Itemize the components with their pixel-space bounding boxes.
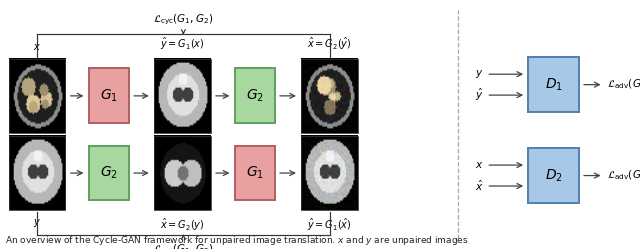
Text: $\hat{x} = G_2(y)$: $\hat{x} = G_2(y)$ [160,217,205,233]
Text: $G_1$: $G_1$ [100,88,118,104]
Text: $\hat{y} = G_1(x)$: $\hat{y} = G_1(x)$ [160,36,205,52]
FancyBboxPatch shape [89,68,129,123]
Bar [301,59,358,133]
FancyBboxPatch shape [528,148,579,203]
FancyBboxPatch shape [235,68,275,123]
Text: $\mathcal{L}_{\mathrm{cyc}}(G_1, G_2)$: $\mathcal{L}_{\mathrm{cyc}}(G_1, G_2)$ [153,12,214,27]
Text: $\hat{x} = G_2(\hat{y})$: $\hat{x} = G_2(\hat{y})$ [307,36,352,52]
Bar [9,136,65,210]
Text: $G_2$: $G_2$ [100,165,118,181]
Bar [301,136,358,210]
Text: $\mathcal{L}_{\mathrm{adv}}(G_1, D_1)$: $\mathcal{L}_{\mathrm{adv}}(G_1, D_1)$ [607,78,640,91]
Text: $x$: $x$ [475,160,483,170]
FancyBboxPatch shape [528,57,579,112]
Text: $\hat{y} = G_1(\hat{x})$: $\hat{y} = G_1(\hat{x})$ [307,217,352,233]
Text: $G_2$: $G_2$ [246,88,264,104]
Text: $\mathcal{L}_{\mathrm{adv}}(G_2, D_2)$: $\mathcal{L}_{\mathrm{adv}}(G_2, D_2)$ [607,169,640,182]
Text: $G_1$: $G_1$ [246,165,264,181]
Text: $D_1$: $D_1$ [545,76,563,93]
FancyBboxPatch shape [235,146,275,200]
Bar [154,59,211,133]
Bar [9,59,65,133]
Text: $y$: $y$ [475,68,483,80]
FancyBboxPatch shape [89,146,129,200]
Bar [154,136,211,210]
Text: $D_2$: $D_2$ [545,167,563,184]
Text: $\hat{y}$: $\hat{y}$ [475,87,483,103]
Text: $x$: $x$ [33,42,41,52]
Text: $\hat{x}$: $\hat{x}$ [475,179,483,193]
Text: $\mathcal{L}_{\mathrm{cyc}}(G_1, G_2)$: $\mathcal{L}_{\mathrm{cyc}}(G_1, G_2)$ [153,242,214,249]
Text: $y$: $y$ [33,217,41,229]
Text: An overview of the Cycle-GAN framework for unpaired image translation. $x$ and $: An overview of the Cycle-GAN framework f… [5,234,468,247]
